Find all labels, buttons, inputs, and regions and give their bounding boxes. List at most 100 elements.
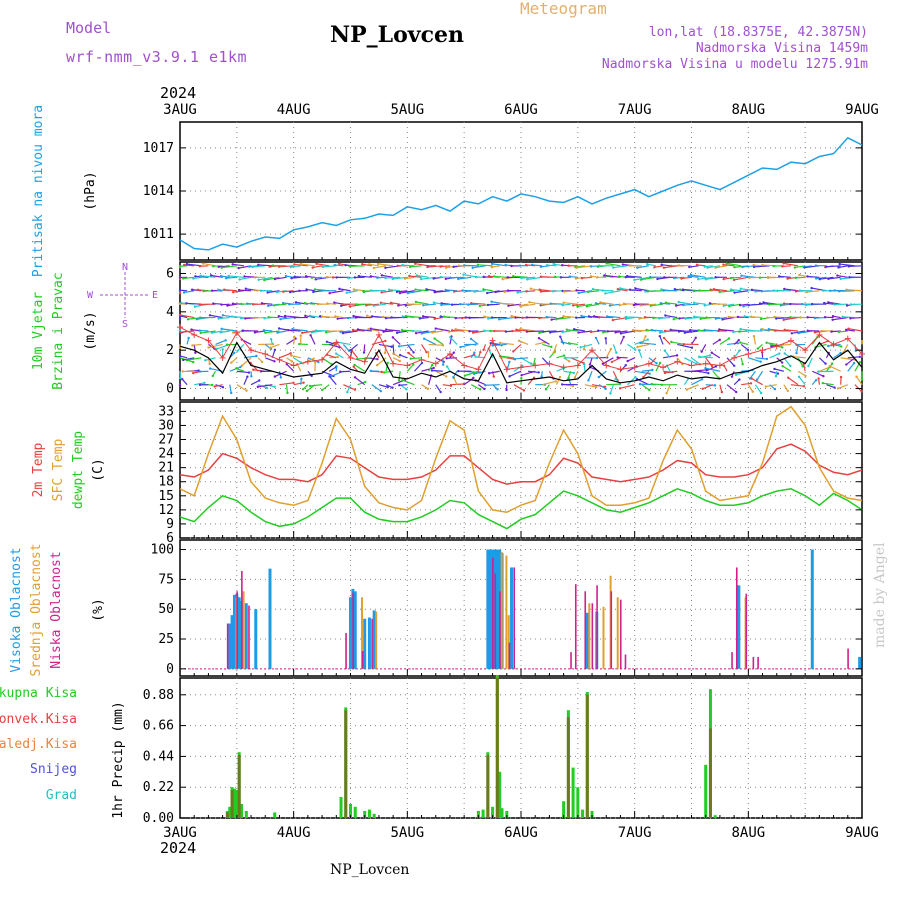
wind-arrow-head: [650, 382, 653, 386]
wind-arrow-head: [199, 331, 202, 335]
wind-arrow-head: [255, 354, 258, 358]
wind-arrow: [221, 275, 230, 278]
wind-arrow-head: [313, 360, 317, 364]
wind-arrow: [576, 265, 593, 269]
wind-arrow: [369, 263, 380, 267]
wind-arrow: [179, 314, 195, 319]
wind-arrow-head: [415, 274, 418, 277]
wind-arrow-head: [662, 289, 665, 292]
temp-series-line: [179, 487, 863, 530]
wind-arrow: [421, 330, 436, 335]
wind-arrow-head: [376, 357, 379, 361]
wind-arrow-head: [844, 328, 848, 332]
wind-arrow: [737, 316, 749, 319]
wind-arrow: [651, 329, 664, 332]
wind-arrow-head: [221, 314, 225, 317]
wind-arrow-head: [682, 303, 685, 307]
wind-arrow-head: [810, 302, 814, 306]
wind-arrow: [334, 264, 344, 267]
wind-arrow-head: [208, 367, 212, 370]
wind-arrow-head: [496, 388, 499, 391]
wind-arrow-head: [452, 376, 455, 379]
wind-arrow: [491, 265, 500, 268]
wind-arrow-head: [369, 327, 373, 330]
wind-arrow-head: [538, 331, 541, 335]
wind-arrow-head: [780, 361, 784, 364]
wind-arrow-head: [597, 316, 601, 319]
wind-arrow-head: [738, 378, 741, 381]
wind-arrow-head: [468, 330, 471, 333]
wind-arrow-head: [529, 287, 532, 290]
wind-arrow-head: [718, 290, 721, 294]
wind-arrow-head: [439, 275, 442, 279]
wind-arrow-head: [743, 315, 746, 318]
wind-arrow-head: [230, 391, 233, 395]
wind-arrow: [562, 330, 571, 333]
wind-arrow-head: [397, 379, 401, 382]
wind-arrow: [581, 276, 593, 279]
y-tick-label: 1014: [143, 184, 174, 199]
cloud-low-bar: [735, 567, 738, 669]
wind-arrow-head: [713, 384, 717, 387]
wind-arrow: [357, 357, 372, 360]
wind-arrow-head: [256, 385, 260, 389]
wind-arrow-head: [432, 301, 436, 304]
wind-arrow: [435, 384, 442, 393]
wind-arrow-head: [720, 390, 724, 394]
x-date-label: 7AUG: [618, 102, 652, 118]
wind-arrow-head: [554, 380, 557, 383]
y-tick-label: 0.44: [143, 749, 174, 764]
model-name: wrf-nmm_v3.9.1 e1km: [66, 48, 248, 66]
wind-arrow: [392, 336, 401, 345]
wind-arrow: [386, 329, 401, 332]
wind-arrow: [527, 276, 543, 280]
wind-arrow: [584, 384, 597, 388]
wind-arrow: [837, 274, 848, 278]
cloud-mid-bar: [360, 597, 363, 669]
wind-arrow-head: [178, 383, 182, 387]
wind-arrow-head: [594, 302, 598, 305]
wind-arrow-head: [252, 368, 255, 371]
wind-arrow: [434, 290, 443, 293]
wind-arrow-head: [412, 351, 415, 354]
wind-arrow-head: [669, 328, 672, 332]
wind-arrow-head: [376, 276, 379, 279]
wind-arrow-head: [776, 372, 780, 375]
wind-arrow-head: [423, 337, 426, 340]
station-title: NP_Lovcen: [330, 22, 464, 48]
wind-arrow-head: [736, 315, 740, 319]
wind-arrow: [409, 265, 422, 268]
wind-arrow: [726, 342, 738, 346]
wind-arrow-head: [217, 317, 220, 320]
wind-arrow: [434, 338, 444, 345]
wind-arrow: [195, 275, 209, 278]
wind-arrow-head: [830, 362, 834, 365]
wind-arrow: [612, 370, 619, 381]
wind-arrow: [663, 337, 671, 345]
wind-arrow: [421, 344, 427, 353]
y-tick-label: 75: [158, 572, 174, 587]
wind-arrow-head: [821, 381, 825, 385]
cloud-low-bar: [241, 571, 243, 669]
wind-arrow-head: [273, 385, 276, 388]
wind-arrow-head: [729, 288, 733, 291]
wind-arrow-head: [449, 276, 452, 279]
wind-arrow-head: [457, 369, 460, 373]
wind-arrow: [848, 328, 863, 332]
cloud-high-bar: [372, 610, 376, 669]
y-tick-label: 100: [151, 543, 174, 558]
wind-arrow-head: [414, 300, 418, 304]
wind-arrow: [569, 275, 578, 278]
wind-arrow: [373, 265, 387, 269]
precip-total-bar: [367, 809, 371, 818]
wind-arrow-head: [355, 303, 358, 306]
wind-arrow-head: [567, 342, 571, 345]
gust-mark: [773, 343, 780, 350]
gust-mark: [532, 362, 539, 369]
wind-arrow: [513, 357, 529, 360]
wind-arrow-head: [369, 369, 373, 373]
wind-arrow-head: [506, 289, 510, 292]
wind-arrow-head: [782, 302, 786, 305]
cloud-high-bar: [228, 623, 232, 669]
wind-arrow-head: [692, 301, 696, 305]
